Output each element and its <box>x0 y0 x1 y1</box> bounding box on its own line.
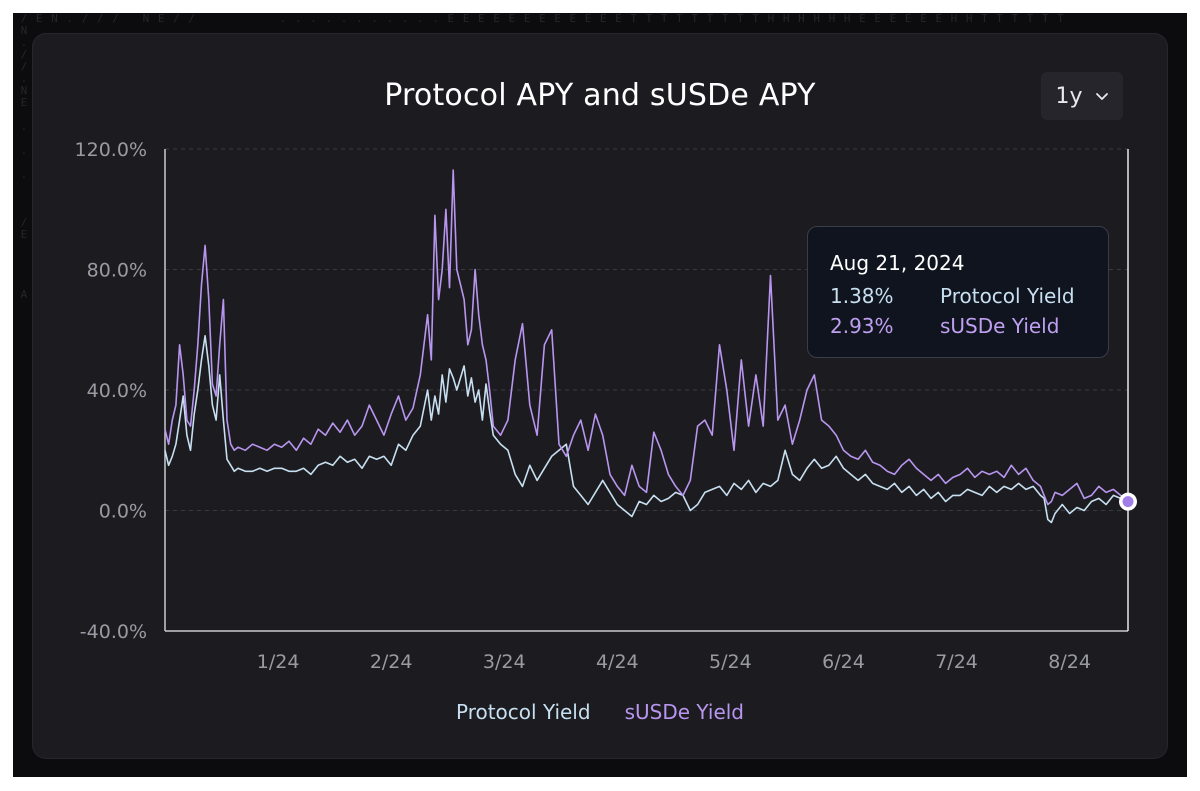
x-tick-label: 5/24 <box>709 651 752 673</box>
hover-markers <box>1119 492 1137 511</box>
tooltip-susde-label: sUSDe Yield <box>940 314 1060 338</box>
y-tick-label: 40.0% <box>87 380 147 402</box>
tooltip: Aug 21, 2024 1.38% Protocol Yield 2.93% … <box>807 226 1109 358</box>
ascii-background: / E N . / / / N E / / . . . . . . . . . … <box>20 13 1065 301</box>
tooltip-date: Aug 21, 2024 <box>830 251 965 275</box>
y-tick-label: -40.0% <box>80 621 147 643</box>
chevron-down-icon <box>1095 93 1108 100</box>
x-tick-label: 3/24 <box>483 651 526 673</box>
x-tick-label: 7/24 <box>935 651 978 673</box>
x-tick-label: 6/24 <box>822 651 865 673</box>
hover-marker-inner <box>1122 496 1134 508</box>
series-lines <box>164 169 1129 524</box>
tooltip-row-susde: 2.93% sUSDe Yield <box>830 311 1086 341</box>
x-tick-label: 4/24 <box>596 651 639 673</box>
y-tick-label: 0.0% <box>99 501 147 523</box>
legend-item-susde-yield[interactable]: sUSDe Yield <box>624 700 744 724</box>
time-range-value: 1y <box>1055 83 1083 109</box>
tooltip-protocol-label: Protocol Yield <box>940 284 1075 308</box>
chart-title: Protocol APY and sUSDe APY <box>384 78 816 113</box>
y-tick-label: 120.0% <box>75 139 147 161</box>
x-tick-label: 2/24 <box>370 651 413 673</box>
series-line-protocol-yield <box>164 335 1129 524</box>
tooltip-row-protocol: 1.38% Protocol Yield <box>830 281 1086 311</box>
legend: Protocol Yield sUSDe Yield <box>0 700 1200 724</box>
series-line-susde-yield <box>164 169 1129 506</box>
tick-labels: 120.0% 80.0% 40.0% 0.0% -40.0% 1/24 2/24 3/24 4/… <box>75 139 1091 673</box>
x-tick-label: 1/24 <box>257 651 300 673</box>
x-tick-label: 8/24 <box>1048 651 1091 673</box>
tooltip-protocol-value: 1.38% <box>830 284 894 308</box>
y-tick-label: 80.0% <box>87 260 147 282</box>
time-range-dropdown[interactable]: 1y <box>1041 72 1123 120</box>
tooltip-susde-value: 2.93% <box>830 314 894 338</box>
axes <box>164 149 1129 632</box>
legend-item-protocol-yield[interactable]: Protocol Yield <box>455 700 591 724</box>
